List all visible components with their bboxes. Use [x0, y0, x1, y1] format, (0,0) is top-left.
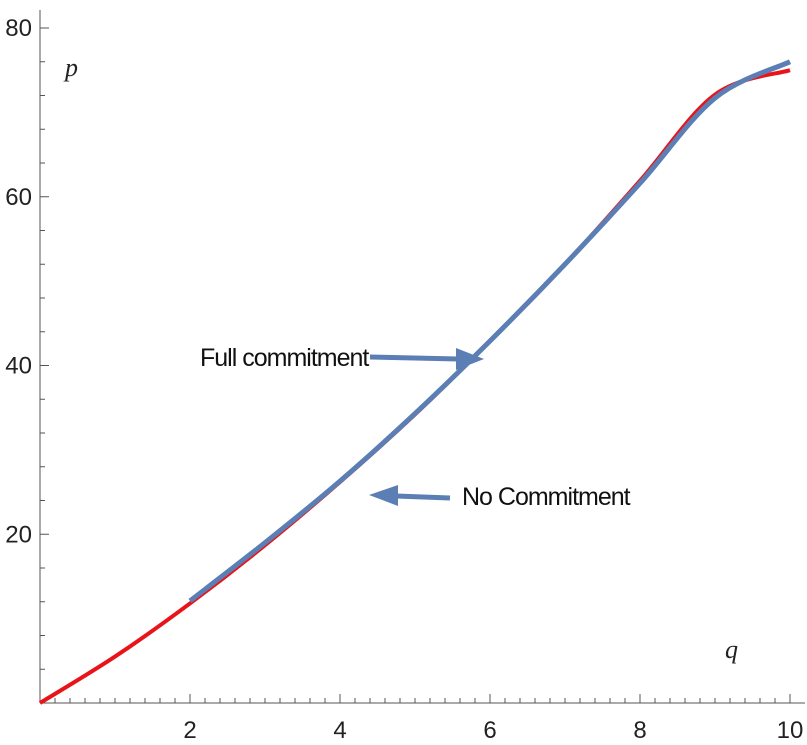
annotation-no-commitment-arrow-head [369, 485, 398, 506]
series-line-no-commitment [38, 68, 791, 705]
axes: 2 4 6 8 10 20 40 60 80 [5, 10, 805, 744]
x-tick-label: 6 [483, 717, 496, 744]
y-tick-label: 80 [5, 15, 32, 42]
y-ticks: 20 40 60 80 [5, 15, 49, 670]
series-line-full-commitment [188, 59, 792, 603]
annotation-full-commitment: Full commitment [200, 344, 484, 372]
y-tick-label: 40 [5, 353, 32, 380]
annotation-full-commitment-label: Full commitment [200, 344, 369, 372]
y-tick-label: 20 [5, 521, 32, 548]
annotation-full-commitment-arrow-shaft [369, 354, 459, 362]
x-tick-label: 8 [633, 717, 646, 744]
annotation-no-commitment-label: No Commitment [462, 483, 631, 511]
x-tick-label: 4 [333, 717, 346, 744]
x-axis-label: q [725, 635, 738, 664]
annotation-full-commitment-arrow-head [456, 348, 484, 370]
x-ticks: 2 4 6 8 10 [54, 694, 804, 744]
y-tick-label: 60 [5, 184, 32, 211]
x-tick-label: 10 [777, 717, 804, 744]
y-axis-label: p [63, 53, 78, 82]
series-layer [38, 59, 792, 705]
annotation-no-commitment-arrow-shaft [395, 493, 451, 501]
annotation-no-commitment: No Commitment [369, 483, 632, 511]
x-tick-label: 2 [183, 717, 196, 744]
